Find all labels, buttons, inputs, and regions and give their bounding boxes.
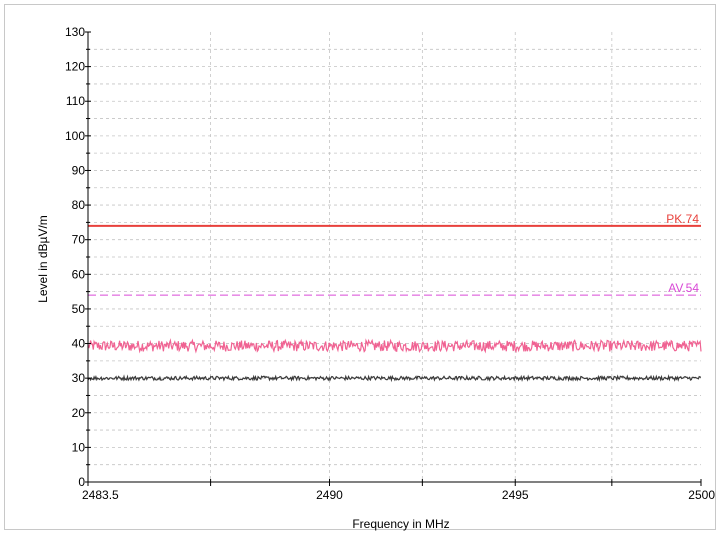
y-tick-label: 10 <box>72 440 86 454</box>
y-tick-label: 0 <box>78 475 85 489</box>
series-trace-2 <box>87 374 701 383</box>
y-tick-label: 130 <box>65 25 85 39</box>
y-tick-label: 30 <box>72 371 86 385</box>
series-layer <box>87 338 702 383</box>
limit-label: PK.74 <box>666 212 699 226</box>
x-tick-label: 2500 <box>688 488 715 502</box>
y-tick-label: 40 <box>72 337 86 351</box>
x-tick-label: 2483.5 <box>82 488 119 502</box>
x-axis-title: Frequency in MHz <box>352 517 449 531</box>
y-tick-label: 90 <box>72 163 86 177</box>
y-tick-label: 110 <box>66 94 85 108</box>
grid <box>88 32 701 482</box>
limit-label: AV.54 <box>668 281 699 295</box>
x-tick-label: 2490 <box>316 488 343 502</box>
chart-frame <box>4 4 716 530</box>
y-tick-label: 70 <box>72 233 86 247</box>
y-tick-label: 100 <box>65 129 85 143</box>
y-tick-label: 60 <box>72 267 86 281</box>
y-tick-label: 50 <box>72 302 86 316</box>
series-trace-1 <box>87 338 702 354</box>
limit-lines: PK.74 AV.54 <box>88 212 701 296</box>
y-tick-label: 120 <box>65 60 85 74</box>
axes: 0 10 20 30 40 50 60 70 80 90 100 110 120 130 2483.5 249… <box>65 25 715 502</box>
x-tick-label: 2495 <box>502 488 529 502</box>
y-tick-label: 20 <box>72 406 86 420</box>
y-tick-label: 80 <box>72 198 86 212</box>
y-axis-title: Level in dBµV/m <box>36 215 50 303</box>
